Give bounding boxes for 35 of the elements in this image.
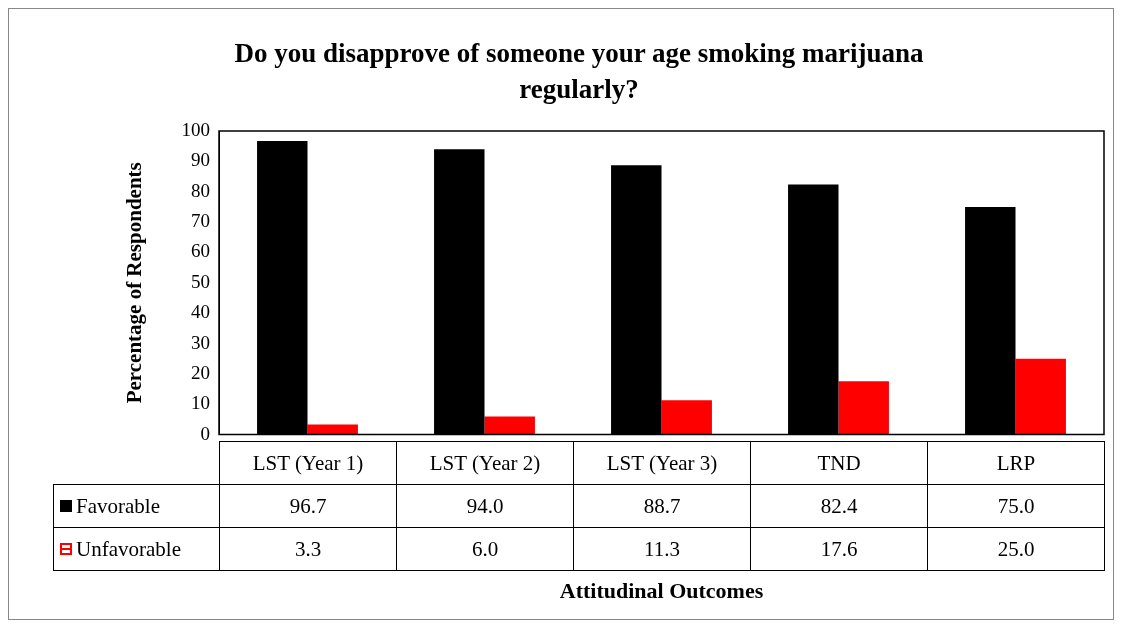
data-label: 96.7	[219, 484, 397, 528]
y-tick-label: 10	[191, 392, 210, 414]
legend-label: Unfavorable	[76, 536, 181, 562]
y-tick-label: 0	[200, 422, 210, 444]
y-axis-title: Percentage of Respondents	[122, 162, 147, 404]
y-tick-label: 20	[191, 361, 210, 383]
legend-label: Favorable	[76, 493, 160, 519]
y-tick-label: 30	[191, 331, 210, 353]
y-tick-label: 70	[191, 210, 210, 232]
y-tick-label: 60	[191, 240, 210, 262]
x-axis-title: Attitudinal Outcomes	[558, 578, 765, 604]
data-label: 17.6	[750, 527, 928, 571]
data-label: 88.7	[573, 484, 751, 528]
data-label: 11.3	[573, 527, 751, 571]
y-tick-label: 100	[181, 118, 210, 140]
data-label: 25.0	[927, 527, 1105, 571]
y-tick-label: 50	[191, 270, 210, 292]
bar	[661, 400, 712, 435]
bar	[484, 416, 535, 435]
data-label: 82.4	[750, 484, 928, 528]
bar	[1015, 358, 1066, 435]
x-tick-label: TND	[750, 441, 928, 485]
chart-title: Do you disapprove of someone your age smoking marijuana regularly?	[233, 37, 925, 106]
y-tick-label: 80	[191, 179, 210, 201]
data-label: 94.0	[396, 484, 574, 528]
x-tick-label: LRP	[927, 441, 1105, 485]
bar	[838, 381, 889, 435]
x-tick-label: LST (Year 2)	[396, 441, 574, 485]
x-tick-label: LST (Year 1)	[219, 441, 397, 485]
x-tick-label: LST (Year 3)	[573, 441, 751, 485]
y-tick-label: 90	[191, 149, 210, 171]
data-label: 75.0	[927, 484, 1105, 528]
data-label: 6.0	[396, 527, 574, 571]
data-label: 3.3	[219, 527, 397, 571]
y-tick-label: 40	[191, 301, 210, 323]
